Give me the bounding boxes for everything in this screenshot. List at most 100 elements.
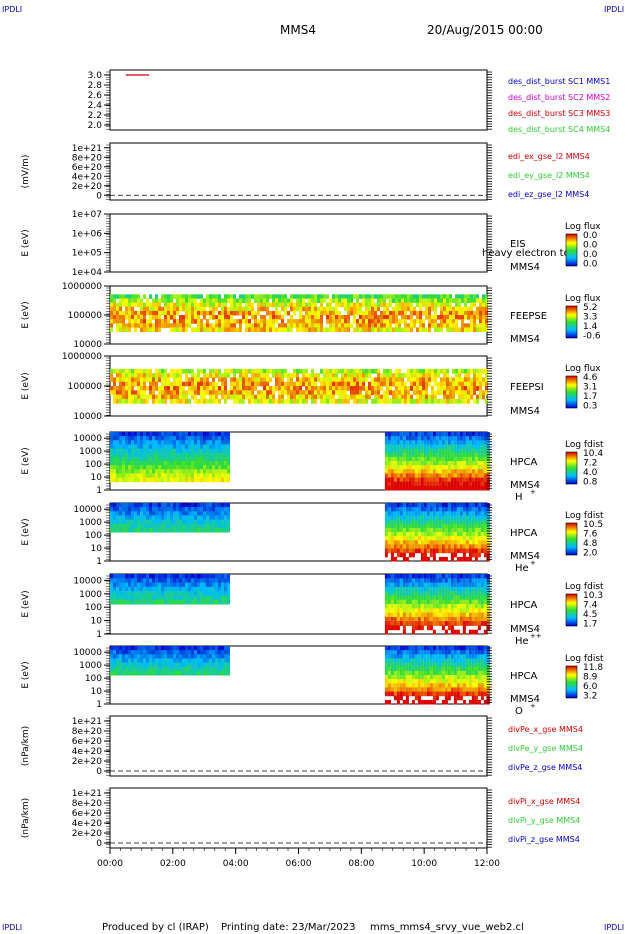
- heatmap-cell: [441, 574, 445, 579]
- species-label: He: [515, 563, 529, 574]
- heatmap-cell: [434, 310, 437, 316]
- heatmap-cell: [188, 523, 191, 529]
- heatmap-cell: [161, 650, 164, 655]
- heatmap-cell: [455, 306, 458, 312]
- heatmap-cell: [215, 452, 218, 458]
- heatmap-cell: [338, 323, 341, 328]
- heatmap-cell: [396, 477, 400, 483]
- heatmap-cell: [447, 608, 451, 614]
- heatmap-cell: [462, 574, 466, 579]
- heatmap-cell: [290, 306, 293, 312]
- heatmap-cell: [432, 519, 436, 525]
- heatmap-cell: [227, 440, 230, 445]
- heatmap-cell: [197, 306, 200, 312]
- heatmap-cell: [254, 315, 257, 320]
- heatmap-cell: [476, 377, 479, 383]
- heatmap-cell: [393, 574, 397, 579]
- heatmap-cell: [423, 578, 427, 584]
- heatmap-cell: [221, 507, 224, 512]
- heatmap-cell: [152, 394, 155, 400]
- heatmap-cell: [176, 323, 179, 328]
- heatmap-cell: [110, 658, 113, 663]
- heatmap-cell: [218, 461, 221, 466]
- heatmap-cell: [119, 444, 122, 449]
- heatmap-cell: [152, 515, 155, 520]
- heatmap-cell: [411, 608, 415, 614]
- heatmap-cell: [422, 294, 425, 299]
- heatmap-cell: [137, 390, 140, 396]
- heatmap-cell: [164, 666, 167, 672]
- heatmap-cell: [299, 323, 302, 328]
- heatmap-cell: [432, 465, 436, 470]
- heatmap-cell: [431, 398, 434, 404]
- heatmap-cell: [405, 519, 409, 525]
- heatmap-cell: [179, 586, 182, 592]
- heatmap-cell: [209, 477, 212, 483]
- heatmap-cell: [365, 386, 368, 391]
- heatmap-cell: [197, 591, 200, 596]
- heatmap-cell: [248, 327, 251, 332]
- heatmap-cell: [284, 310, 287, 316]
- heatmap-cell: [365, 394, 368, 400]
- heatmap-cell: [281, 319, 284, 324]
- heatmap-cell: [149, 461, 152, 466]
- heatmap-cell: [236, 377, 239, 383]
- heatmap-cell: [405, 511, 409, 516]
- heatmap-cell: [122, 574, 125, 579]
- heatmap-cell: [206, 515, 209, 520]
- heatmap-cell: [128, 440, 131, 445]
- heatmap-cell: [462, 511, 466, 516]
- heatmap-cell: [411, 452, 415, 458]
- heatmap-cell: [155, 473, 158, 478]
- heatmap-cell: [359, 386, 362, 391]
- heatmap-cell: [146, 306, 149, 312]
- heatmap-cell: [206, 386, 209, 391]
- heatmap-cell: [459, 595, 463, 601]
- heatmap-cell: [152, 473, 155, 478]
- heatmap-cell: [456, 582, 460, 588]
- heatmap-cell: [405, 444, 409, 449]
- heatmap-cell: [233, 373, 236, 378]
- heatmap-cell: [182, 465, 185, 470]
- heatmap-cell: [221, 591, 224, 596]
- heatmap-cell: [326, 377, 329, 383]
- heatmap-cell: [434, 315, 437, 320]
- heatmap-cell: [407, 368, 410, 374]
- heatmap-cell: [456, 595, 460, 601]
- heatmap-cell: [380, 373, 383, 378]
- heatmap-cell: [398, 327, 401, 332]
- heatmap-cell: [347, 323, 350, 328]
- heatmap-cell: [414, 519, 418, 525]
- heatmap-cell: [227, 315, 230, 320]
- heatmap-cell: [149, 507, 152, 512]
- heatmap-cell: [420, 523, 424, 529]
- heatmap-cell: [471, 532, 475, 537]
- heatmap-cell: [218, 386, 221, 391]
- heatmap-cell: [278, 377, 281, 383]
- heatmap-cell: [140, 302, 143, 308]
- heatmap-cell: [411, 574, 415, 579]
- heatmap-cell: [239, 306, 242, 312]
- heatmap-cell: [444, 578, 448, 584]
- heatmap-cell: [453, 436, 457, 441]
- heatmap-cell: [438, 452, 442, 458]
- heatmap-cell: [390, 625, 394, 631]
- heatmap-cell: [417, 456, 421, 462]
- heatmap-cell: [179, 465, 182, 470]
- heatmap-cell: [173, 398, 176, 404]
- heatmap-cell: [477, 485, 481, 491]
- heatmap-cell: [221, 386, 224, 391]
- heatmap-cell: [113, 394, 116, 400]
- heatmap-cell: [113, 582, 116, 588]
- heatmap-cell: [140, 515, 143, 520]
- heatmap-cell: [405, 456, 409, 462]
- heatmap-cell: [456, 515, 460, 520]
- heatmap-cell: [164, 302, 167, 308]
- heatmap-cell: [419, 294, 422, 299]
- heatmap-cell: [459, 527, 463, 533]
- heatmap-cell: [176, 515, 179, 520]
- heatmap-cell: [218, 436, 221, 441]
- heatmap-cell: [435, 465, 439, 470]
- heatmap-cell: [194, 578, 197, 584]
- heatmap-cell: [218, 473, 221, 478]
